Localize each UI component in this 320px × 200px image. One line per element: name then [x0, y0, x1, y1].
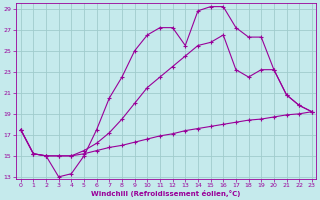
X-axis label: Windchill (Refroidissement éolien,°C): Windchill (Refroidissement éolien,°C)	[91, 190, 240, 197]
